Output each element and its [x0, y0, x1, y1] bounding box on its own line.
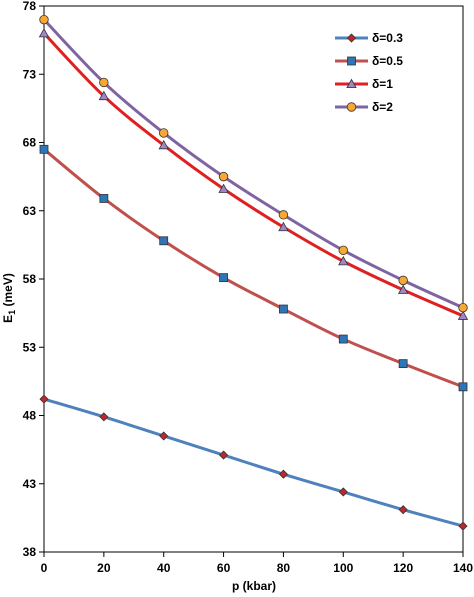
data-point	[159, 236, 169, 246]
x-axis-title: p (kbar)	[232, 579, 276, 593]
y-tick-label: 73	[23, 67, 37, 81]
y-tick-label: 78	[23, 0, 37, 13]
data-point	[458, 521, 468, 531]
x-tick-label: 60	[217, 561, 231, 575]
data-point	[338, 245, 348, 256]
data-point	[218, 171, 229, 182]
legend-item: δ=0.3	[335, 31, 403, 45]
x-tick-label: 0	[41, 561, 48, 575]
data-point	[458, 302, 468, 313]
legend: δ=0.3 δ=0.5 δ=1 δ=2	[335, 31, 403, 114]
data-point	[159, 128, 169, 138]
x-tick-label: 80	[277, 561, 291, 575]
legend-label: δ=1	[372, 77, 393, 91]
x-axis: 0 20 40 60 80 100 120 140	[41, 552, 473, 575]
y-axis: 38 43 48 53 58 63 68 73 78	[23, 0, 44, 559]
data-point	[278, 210, 289, 220]
data-point	[338, 255, 349, 266]
series-line	[42, 32, 464, 318]
data-point	[398, 359, 408, 369]
y-tick-label: 58	[23, 272, 37, 286]
x-tick-label: 40	[157, 561, 171, 575]
legend-marker	[347, 56, 356, 66]
data-point	[159, 431, 169, 441]
y-tick-label: 63	[23, 204, 37, 218]
data-point	[338, 487, 348, 497]
data-point	[219, 450, 229, 460]
y-axis-title-subscript: 1	[7, 310, 17, 315]
legend-label: δ=2	[372, 100, 393, 114]
series-1	[39, 144, 468, 392]
data-point	[39, 14, 49, 25]
x-tick-label: 20	[97, 561, 111, 575]
data-point	[99, 412, 109, 422]
data-point	[99, 194, 109, 203]
series-0	[39, 394, 468, 531]
data-point	[398, 275, 408, 286]
legend-item: δ=0.5	[335, 54, 403, 68]
x-tick-label: 140	[453, 561, 473, 575]
legend-label: δ=0.5	[372, 54, 403, 68]
data-point	[99, 77, 109, 88]
data-point	[457, 310, 469, 320]
y-tick-label: 38	[23, 545, 37, 559]
legend-marker	[346, 78, 357, 88]
data-point	[39, 394, 49, 404]
legend-label: δ=0.3	[372, 31, 403, 45]
series-3	[39, 14, 468, 313]
y-tick-label: 48	[23, 409, 37, 423]
data-point	[278, 221, 289, 232]
legend-marker	[346, 33, 357, 43]
data-point	[39, 144, 49, 154]
legend-item: δ=2	[335, 100, 393, 114]
data-point	[398, 505, 408, 515]
data-point	[218, 183, 229, 193]
legend-item: δ=1	[335, 77, 393, 91]
data-point	[219, 273, 228, 283]
y-axis-title-unit: (meV)	[1, 273, 15, 310]
series-line	[43, 397, 464, 528]
data-point	[98, 90, 110, 101]
data-point	[158, 139, 169, 150]
data-point	[279, 304, 288, 314]
series-layer	[38, 14, 469, 531]
x-tick-label: 100	[333, 561, 353, 575]
y-axis-title-main: E	[1, 315, 15, 323]
x-tick-label: 120	[393, 561, 413, 575]
y-tick-label: 68	[23, 136, 37, 150]
data-point	[278, 469, 288, 479]
data-point	[338, 334, 348, 344]
series-line	[43, 148, 464, 389]
data-point	[458, 382, 468, 392]
legend-marker	[346, 102, 357, 112]
y-tick-label: 53	[23, 340, 37, 354]
data-point	[397, 284, 409, 294]
y-tick-label: 43	[23, 477, 37, 491]
data-point	[38, 27, 50, 38]
y-axis-title: E1 (meV)	[1, 273, 17, 323]
series-2	[38, 27, 469, 320]
